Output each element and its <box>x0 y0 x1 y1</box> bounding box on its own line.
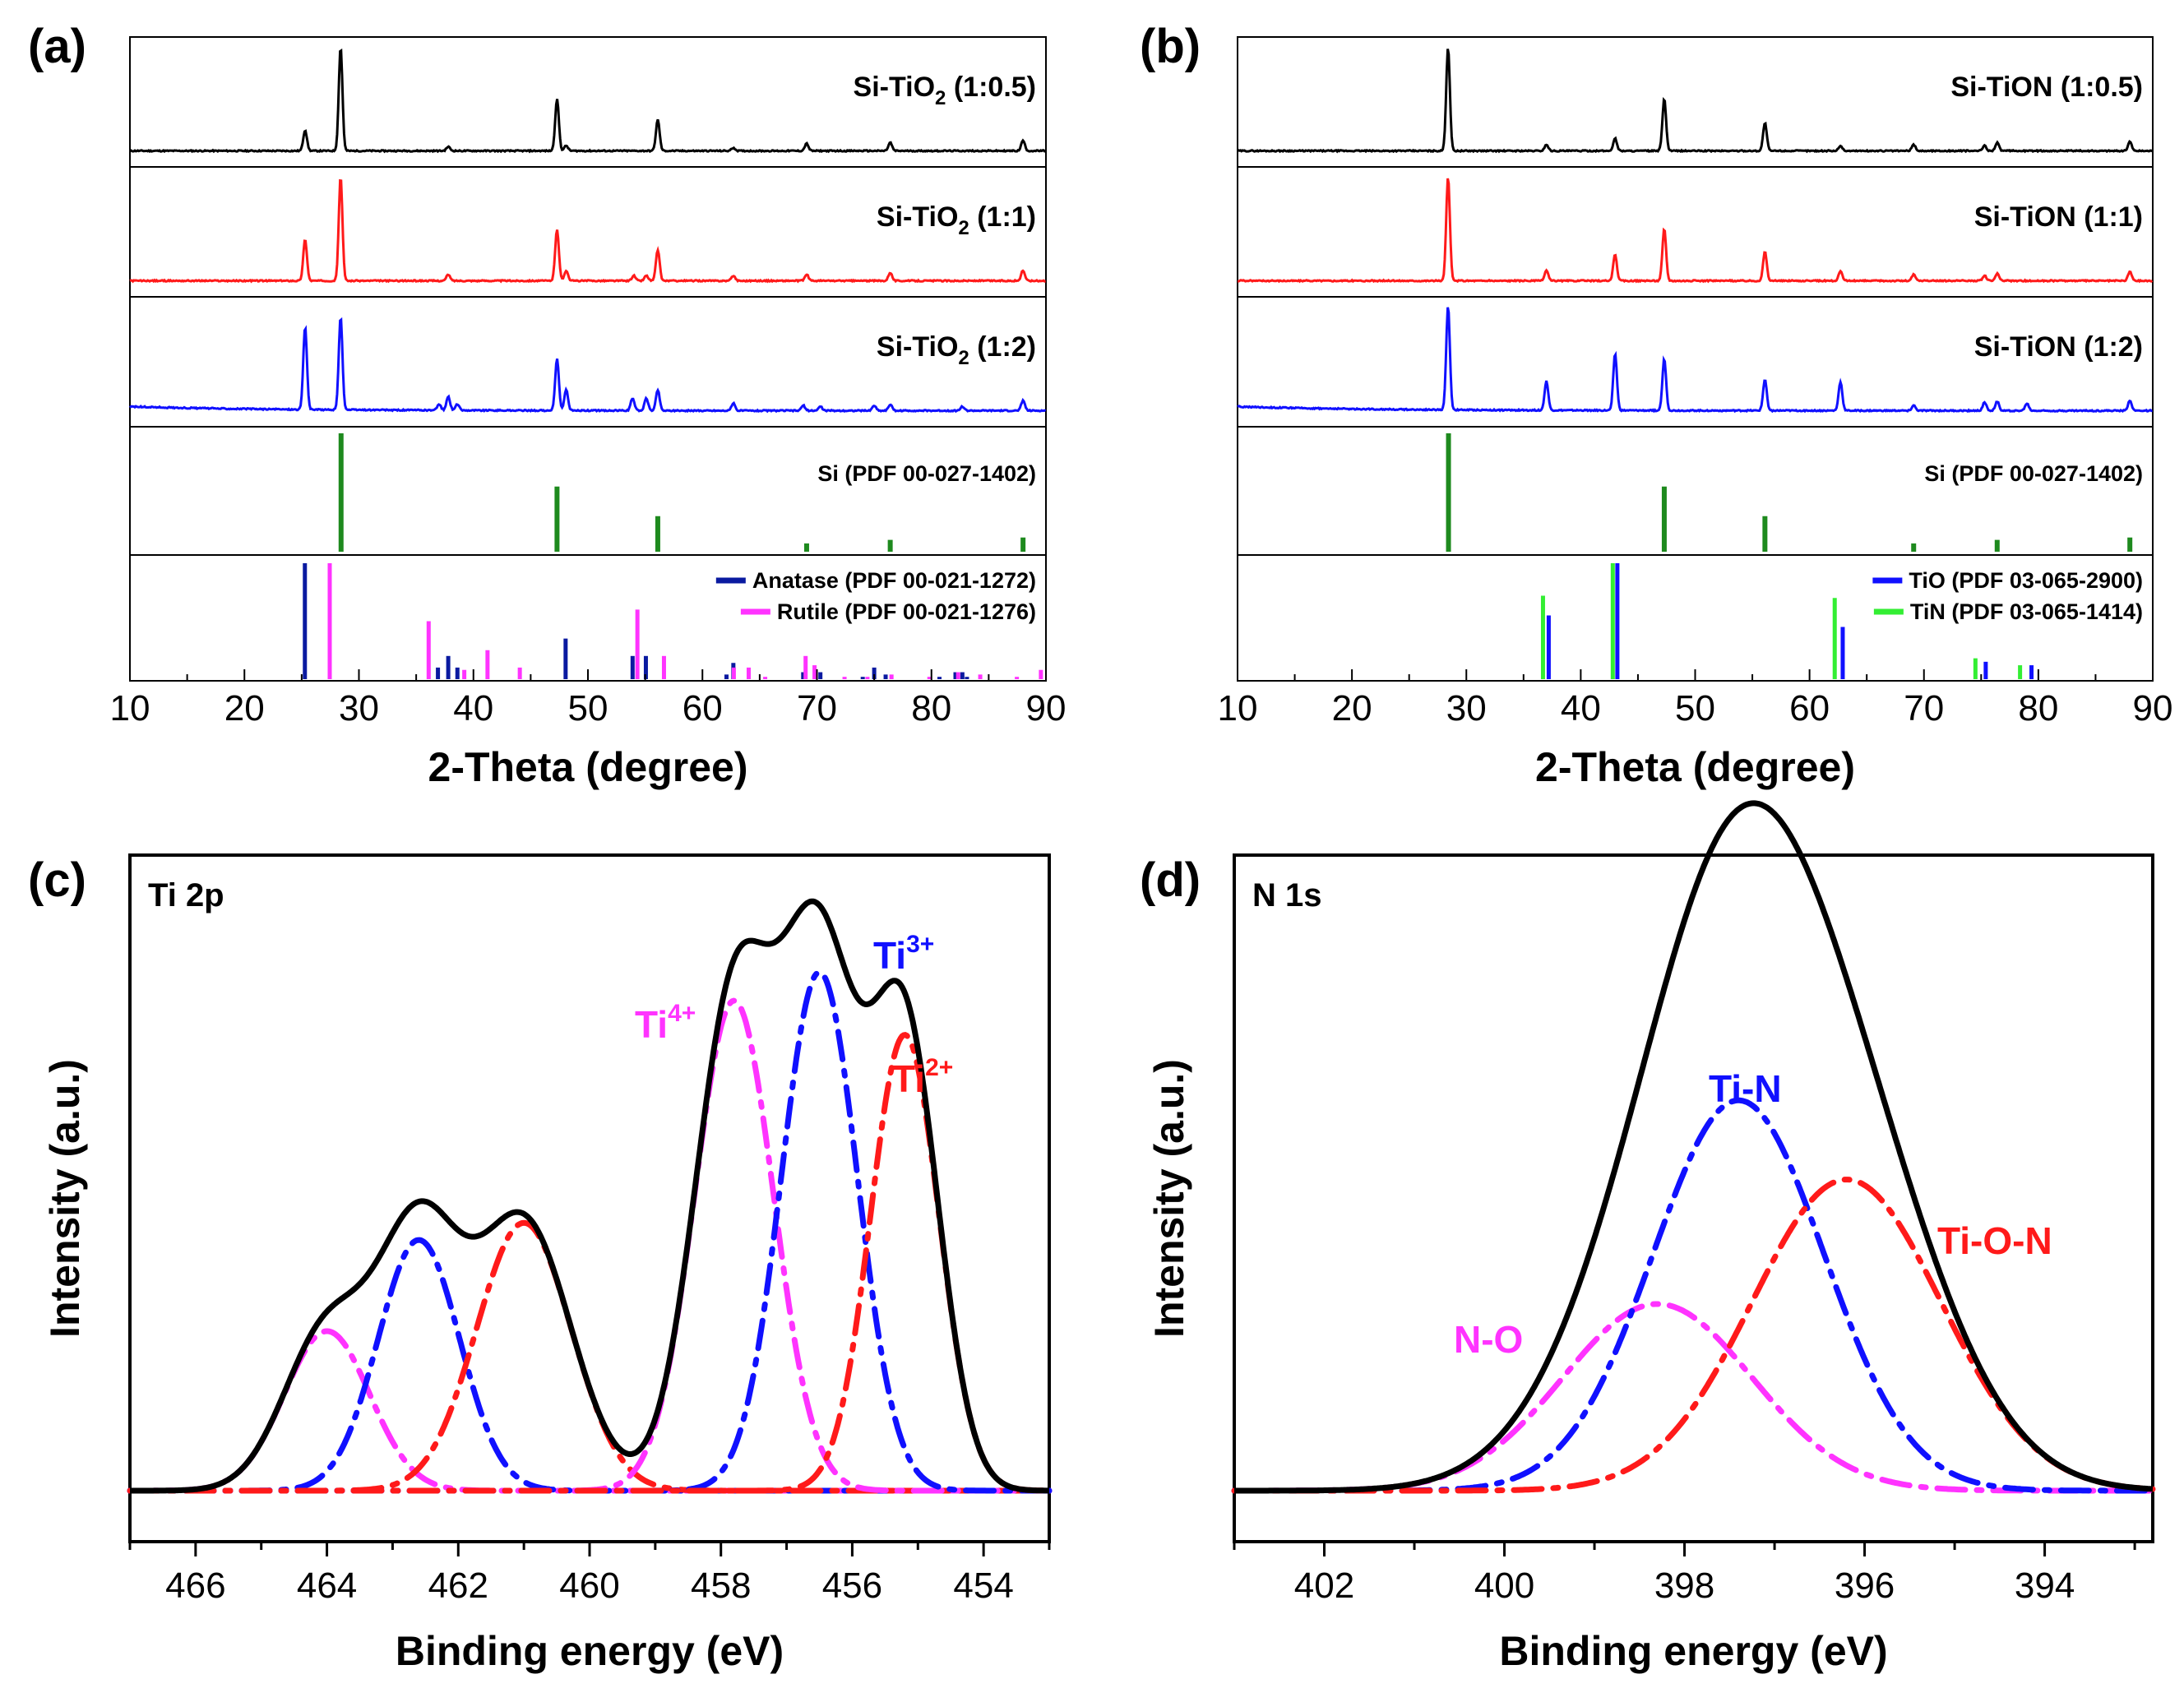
x-tick-label: 90 <box>1026 688 1067 728</box>
x-tick-label: 70 <box>1904 688 1944 728</box>
reference-label: Si (PDF 00-027-1402) <box>817 461 1036 486</box>
peak-annotation: Ti4+ <box>635 1000 696 1046</box>
xrd-panel-a: Si-TiO2 (1:0.5) Si-TiO2 (1:1) Si-TiO2 (1:2… <box>110 36 1067 790</box>
x-axis-label: Binding energy (eV) <box>396 1628 784 1674</box>
xps-panel-n1s: N 1s 402 400 398 396 394 Binding energy (eV) In… <box>1146 800 2156 1674</box>
sample-label: Si-TiON (1:1) <box>1974 201 2143 233</box>
fit-component-curve <box>127 1219 1053 1494</box>
x-tick-label: 10 <box>1218 688 1258 728</box>
x-tick-label: 80 <box>911 688 951 728</box>
x-tick-label: 20 <box>224 688 265 728</box>
x-tick-label: 394 <box>2015 1566 2075 1606</box>
xrd-pattern-line <box>129 178 1046 284</box>
x-tick-label: 460 <box>559 1566 619 1606</box>
x-tick-label: 60 <box>1789 688 1830 728</box>
x-tick-label: 400 <box>1474 1566 1534 1606</box>
x-tick-label: 70 <box>797 688 837 728</box>
x-tick-label: 456 <box>822 1566 882 1606</box>
xrd-panel-b: Si-TiON (1:0.5) Si-TiON (1:1) Si-TiON (1:2… <box>1218 36 2173 790</box>
sample-label: Si-TiON (1:0.5) <box>1950 72 2143 103</box>
reference-label: Si (PDF 00-027-1402) <box>1924 461 2143 486</box>
x-tick-label: 466 <box>165 1566 225 1606</box>
xrd-pattern-line <box>129 48 1046 154</box>
sample-label: Si-TiON (1:2) <box>1974 331 2143 363</box>
x-tick-label: 60 <box>682 688 723 728</box>
x-tick-label: 50 <box>568 688 608 728</box>
spectrum-title: Ti 2p <box>148 877 224 913</box>
peak-annotation: Ti3+ <box>873 931 934 977</box>
fit-component-curve <box>127 1031 1053 1494</box>
x-tick-label: 396 <box>1835 1566 1895 1606</box>
reference-legend-label: Rutile (PDF 00-021-1276) <box>777 599 1036 624</box>
panel-label-c: (c) <box>28 853 86 907</box>
x-tick-label: 20 <box>1332 688 1372 728</box>
plot-frame <box>128 853 1051 1543</box>
panel-label-a: (a) <box>28 20 86 73</box>
peak-annotation: Ti-N <box>1709 1067 1782 1110</box>
reference-legend-label: TiN (PDF 03-065-1414) <box>1910 599 2143 624</box>
reference-legend-label: Anatase (PDF 00-021-1272) <box>752 568 1036 593</box>
y-axis-label: Intensity (a.u.) <box>42 1059 88 1338</box>
x-tick-label: 464 <box>297 1566 357 1606</box>
x-tick-label: 454 <box>953 1566 1013 1606</box>
sample-label: Si-TiO2 (1:0.5) <box>854 72 1036 109</box>
envelope-curve <box>128 898 1051 1494</box>
panel-label-b: (b) <box>1140 20 1201 73</box>
x-tick-label: 30 <box>339 688 379 728</box>
xps-panel-ti2p: Ti 2p 466 464 462 460 458 456 454 Binding energy… <box>42 853 1053 1674</box>
xrd-pattern-line <box>128 317 1047 414</box>
fit-component-curve <box>1231 1301 2156 1494</box>
fit-component-curve <box>127 1237 1053 1494</box>
x-axis-label: Binding energy (eV) <box>1499 1628 1887 1674</box>
x-axis-label: 2-Theta (degree) <box>1535 744 1855 790</box>
xrd-pattern-line <box>1237 178 2154 284</box>
xrd-pattern-line <box>1237 49 2154 154</box>
xrd-pattern-line <box>1237 307 2154 414</box>
x-tick-label: 90 <box>2133 688 2173 728</box>
x-tick-label: 462 <box>428 1566 488 1606</box>
x-tick-label: 402 <box>1294 1566 1354 1606</box>
y-axis-label: Intensity (a.u.) <box>1146 1059 1192 1338</box>
peak-annotation: Ti2+ <box>892 1054 953 1100</box>
spectrum-title: N 1s <box>1252 877 1322 913</box>
peak-annotation: N-O <box>1454 1318 1523 1361</box>
x-tick-label: 398 <box>1654 1566 1714 1606</box>
reference-legend-label: TiO (PDF 03-065-2900) <box>1909 568 2143 593</box>
envelope-curve <box>1233 800 2154 1494</box>
fit-component-curve <box>127 1328 1053 1494</box>
sample-label: Si-TiO2 (1:2) <box>877 331 1036 369</box>
fit-component-curve <box>1231 1097 2156 1494</box>
sample-label: Si-TiO2 (1:1) <box>877 201 1036 239</box>
x-tick-label: 50 <box>1675 688 1715 728</box>
x-tick-label: 30 <box>1446 688 1487 728</box>
panel-label-d: (d) <box>1140 853 1201 907</box>
x-tick-label: 40 <box>1561 688 1601 728</box>
x-axis-label: 2-Theta (degree) <box>428 744 748 790</box>
plot-frame <box>1233 853 2154 1543</box>
x-tick-label: 10 <box>110 688 150 728</box>
x-tick-label: 458 <box>691 1566 751 1606</box>
peak-annotation: Ti-O-N <box>1937 1219 2052 1262</box>
x-tick-label: 40 <box>453 688 493 728</box>
x-tick-label: 80 <box>2018 688 2058 728</box>
